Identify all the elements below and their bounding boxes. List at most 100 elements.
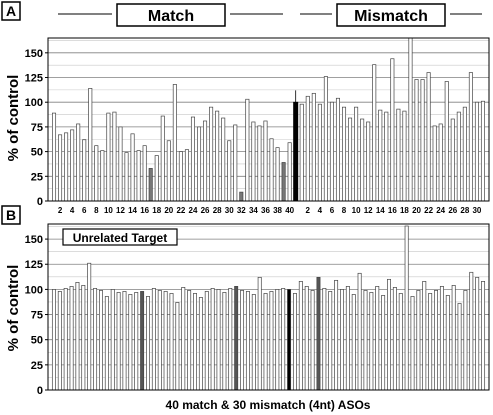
panel-b-bar (351, 294, 356, 391)
match-x-tick-label: 6 (82, 206, 87, 215)
mismatch-x-tick-label: 24 (436, 206, 445, 215)
panel-b-bar (363, 290, 368, 391)
panel-a-y-tick-label: 125 (25, 73, 43, 85)
match-bar (148, 168, 153, 202)
panel-b-bar (245, 291, 250, 391)
mismatch-x-tick-label: 28 (460, 206, 469, 215)
match-bar (142, 145, 147, 202)
panel-b-bar (375, 286, 380, 391)
mismatch-bar (474, 101, 479, 202)
panel-b-bar (287, 289, 292, 391)
panel-b-bar (387, 278, 391, 391)
match-x-tick-label: 4 (70, 206, 75, 215)
panel-b-bar (304, 286, 309, 391)
match-x-tick-label: 22 (176, 206, 185, 215)
mismatch-bar (396, 108, 401, 202)
mismatch-bar (317, 103, 322, 202)
match-x-tick-label: 10 (104, 206, 113, 215)
match-bar (52, 112, 57, 202)
panel-b-bar (439, 286, 444, 391)
panel-a-y-tick-label: 25 (31, 171, 43, 183)
panel-b-y-ticks: 0 25 50 75 100 125 150 (25, 234, 48, 397)
panel-b-ylabel: % of control (5, 265, 22, 352)
panel-b-bar (281, 288, 286, 391)
match-bar (100, 150, 105, 202)
panel-a-x-ticks: 2 4 6 8 10 12 14 16 18 20 22 24 26 28 30 32 34 36 38 40 2 4 6 8… (58, 206, 482, 215)
mismatch-bar (360, 118, 365, 202)
mismatch-bar (432, 125, 437, 202)
mismatch-bar (335, 97, 340, 202)
panel-a-y-ticks: 0 25 50 75 100 125 150 (25, 48, 48, 208)
match-bar (197, 126, 202, 202)
panel-b-bar (298, 280, 303, 391)
match-x-tick-label: 32 (237, 206, 246, 215)
match-bar (203, 120, 208, 202)
match-x-tick-label: 28 (213, 206, 222, 215)
mismatch-header-label: Mismatch (354, 8, 428, 25)
match-bar (190, 116, 195, 202)
panel-a-y-tick-label: 100 (25, 97, 43, 109)
mismatch-bar (414, 79, 419, 202)
panel-b-bar (340, 289, 344, 391)
match-bar (94, 145, 99, 202)
mismatch-x-tick-label: 10 (352, 206, 361, 215)
panel-b-y-tick-label: 50 (31, 335, 43, 347)
mismatch-bar (305, 95, 310, 202)
mismatch-header-box (336, 3, 446, 27)
panel-b-bar (481, 280, 486, 391)
control-bar (293, 101, 299, 202)
panel-a-y-tick-label: 50 (31, 147, 43, 159)
panel-b-bar (98, 290, 103, 391)
panel-b-bar (234, 286, 239, 391)
panel-b: B % of control 0 25 50 75 100 125 150 Unrelate… (1, 205, 490, 412)
match-x-tick-label: 24 (189, 206, 198, 215)
panel-b-bar (146, 296, 150, 391)
panel-b-bar (57, 291, 62, 391)
mismatch-bar (402, 110, 407, 202)
panel-b-bar (451, 285, 456, 391)
match-bar (76, 123, 81, 202)
mismatch-x-tick-label: 16 (388, 206, 397, 215)
unrelated-target-box (62, 228, 178, 246)
panel-b-y-tick-label: 75 (31, 310, 43, 322)
match-bar (227, 140, 232, 202)
panel-b-frame (47, 223, 490, 391)
panel-b-bar (128, 294, 133, 391)
panel-b-bar (251, 294, 256, 391)
panel-b-xlabel: 40 match & 30 mismatch (4nt) ASOs (166, 398, 371, 412)
match-bar (269, 138, 274, 202)
panel-b-bar (292, 293, 297, 391)
mismatch-bar (408, 37, 413, 202)
match-bar (251, 121, 256, 202)
match-x-tick-label: 2 (58, 206, 63, 215)
panel-b-bar (204, 291, 209, 391)
match-x-tick-label: 12 (116, 206, 125, 215)
match-x-tick-label: 36 (261, 206, 270, 215)
match-x-tick-label: 20 (164, 206, 173, 215)
panel-b-y-tick-label: 125 (25, 259, 43, 271)
panel-b-bar (240, 290, 245, 391)
panel-b-bar (116, 292, 121, 391)
match-bar (275, 147, 280, 202)
panel-b-bar (110, 289, 115, 391)
panel-b-bar (169, 293, 174, 391)
mismatch-bar (329, 101, 334, 202)
mismatch-x-tick-label: 22 (424, 206, 433, 215)
panel-b-bar (422, 280, 427, 391)
panel-b-y-tick-label: 0 (37, 385, 43, 397)
match-x-tick-label: 30 (225, 206, 234, 215)
match-bar (154, 155, 159, 202)
panel-a-letter: A (6, 3, 16, 19)
match-bar (172, 84, 177, 202)
match-bar (239, 191, 244, 202)
panel-b-bar (122, 291, 127, 391)
match-bar (184, 149, 189, 202)
match-bar (257, 125, 262, 202)
match-bar (215, 110, 220, 202)
match-bar (130, 133, 135, 202)
match-bar (136, 150, 141, 202)
panel-b-bar (87, 262, 92, 391)
panel-b-bar (104, 296, 109, 391)
mismatch-x-tick-label: 20 (412, 206, 421, 215)
